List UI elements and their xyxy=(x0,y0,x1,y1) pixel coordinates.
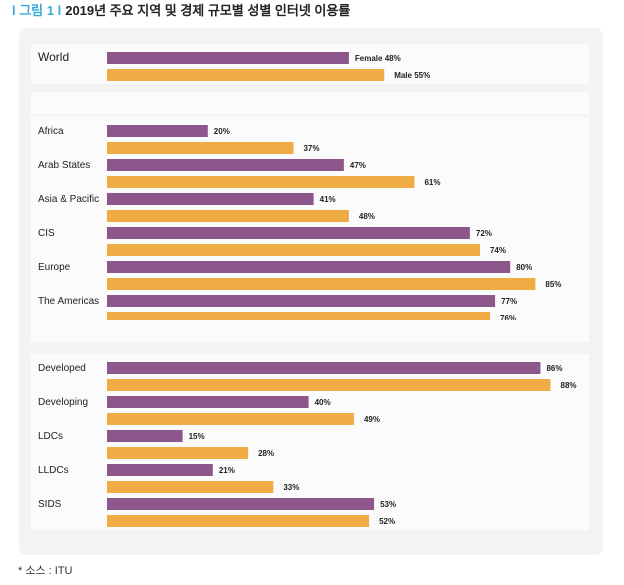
value-label-female: 80% xyxy=(516,263,532,272)
value-label-male: 37% xyxy=(303,144,319,153)
bar-male xyxy=(107,447,249,459)
value-label-male: Male 55% xyxy=(394,71,430,80)
value-label-female: 86% xyxy=(546,364,562,373)
bar-male xyxy=(107,244,480,256)
value-label-female: Female 48% xyxy=(355,54,401,63)
figure-number: l 그림 1 l xyxy=(12,3,62,18)
bar-female xyxy=(107,498,375,510)
bar-female xyxy=(107,193,314,205)
bar-female xyxy=(107,227,470,239)
bar-male xyxy=(107,176,415,188)
value-label-female: 40% xyxy=(315,398,331,407)
figure-title: l 그림 1 l 2019년 주요 지역 및 경제 규모별 성별 인터넷 이용률 xyxy=(12,2,350,20)
bar-male xyxy=(107,515,370,527)
bar-male xyxy=(107,278,536,290)
value-label-female: 77% xyxy=(501,297,517,306)
value-label-male: 88% xyxy=(561,381,577,390)
group-band xyxy=(31,92,589,114)
bar-female xyxy=(107,261,511,273)
bar-female xyxy=(107,396,309,408)
value-label-male: 28% xyxy=(258,449,274,458)
value-label-male: 61% xyxy=(424,178,440,187)
category-label: CIS xyxy=(38,228,55,239)
value-label-female: 41% xyxy=(320,195,336,204)
chart-panel: World Female 48% Male 55% Africa 20% 37% Arab … xyxy=(19,28,603,555)
bar-female xyxy=(107,295,496,307)
value-label-female: 47% xyxy=(350,161,366,170)
figure-title-text: 2019년 주요 지역 및 경제 규모별 성별 인터넷 이용률 xyxy=(65,3,351,18)
bar-female xyxy=(107,125,208,137)
bar-female xyxy=(107,362,541,374)
value-label-male: 85% xyxy=(545,280,561,289)
value-label-male: 48% xyxy=(359,212,375,221)
category-label: Africa xyxy=(38,126,64,137)
value-label-male: 52% xyxy=(379,517,395,526)
value-label-female: 20% xyxy=(214,127,230,136)
value-label-female: 53% xyxy=(380,500,396,509)
bar-female xyxy=(107,52,349,64)
value-label-female: 15% xyxy=(189,432,205,441)
category-label: Arab States xyxy=(38,160,90,171)
category-label: Developed xyxy=(38,363,86,374)
bar-male xyxy=(107,379,551,391)
category-label: Europe xyxy=(38,262,71,273)
category-label: SIDS xyxy=(38,499,62,510)
category-label: Developing xyxy=(38,397,88,408)
bar-male xyxy=(107,69,385,81)
group-band xyxy=(31,320,589,342)
category-label: World xyxy=(38,50,69,64)
bar-female xyxy=(107,464,213,476)
value-label-male: 74% xyxy=(490,246,506,255)
value-label-male: 33% xyxy=(283,483,299,492)
bar-chart: World Female 48% Male 55% Africa 20% 37% Arab … xyxy=(31,44,589,530)
category-label: Asia & Pacific xyxy=(38,194,99,205)
bar-female xyxy=(107,430,183,442)
bar-male xyxy=(107,210,349,222)
category-label: LLDCs xyxy=(38,465,69,476)
bar-male xyxy=(107,413,354,425)
category-label: LDCs xyxy=(38,431,63,442)
value-label-female: 21% xyxy=(219,466,235,475)
value-label-male: 49% xyxy=(364,415,380,424)
source-note: * 소스 : ITU xyxy=(18,565,73,577)
bar-male xyxy=(107,142,294,154)
category-label: The Americas xyxy=(38,296,99,307)
bar-male xyxy=(107,481,274,493)
value-label-female: 72% xyxy=(476,229,492,238)
value-label-male: 76% xyxy=(500,314,516,323)
bar-female xyxy=(107,159,344,171)
